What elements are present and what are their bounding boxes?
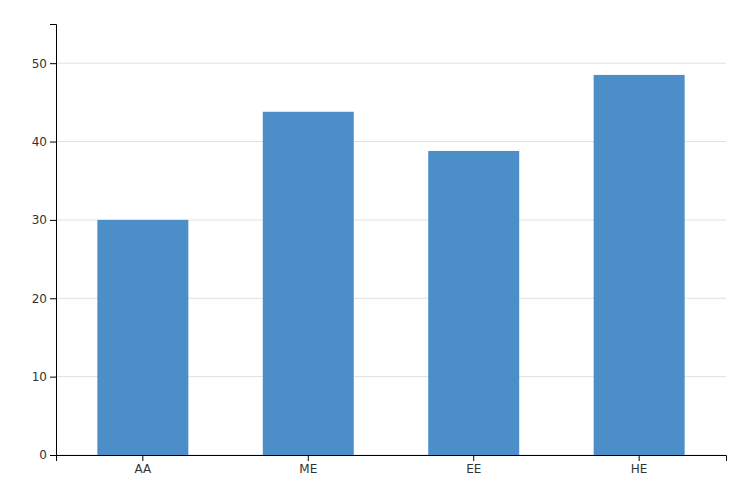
- tick: HE: [631, 455, 648, 476]
- grid-line: [56, 63, 726, 64]
- tick-mark: [142, 455, 143, 461]
- y-axis: 0 10 20 30 40 50: [32, 25, 57, 463]
- tick-mark: [308, 455, 309, 461]
- tick-mark: [50, 142, 56, 143]
- tick-label: AA: [134, 462, 152, 476]
- tick: EE: [466, 455, 481, 476]
- bar: [263, 112, 354, 455]
- tick-mark: [50, 298, 56, 299]
- tick-mark: [50, 63, 56, 64]
- tick-mark: [50, 377, 56, 378]
- tick: AA: [134, 455, 152, 476]
- tick-label: EE: [466, 462, 481, 476]
- grid: [56, 63, 726, 455]
- tick: 20: [32, 292, 56, 306]
- plot-area: 0 10 20 30 40 50 AA ME EE HE: [32, 25, 727, 476]
- tick-label: 50: [32, 57, 47, 71]
- tick-mark: [473, 455, 474, 461]
- tick-mark: [50, 220, 56, 221]
- tick: 10: [32, 370, 56, 384]
- tick: 50: [32, 57, 56, 71]
- bar: [97, 220, 188, 455]
- tick-label: 10: [32, 370, 47, 384]
- tick-mark: [639, 455, 640, 461]
- tick-label: HE: [631, 462, 648, 476]
- bar: [428, 151, 519, 455]
- axis-line: [57, 456, 727, 462]
- tick-label: 20: [32, 292, 47, 306]
- bars: [97, 75, 684, 455]
- tick-label: 30: [32, 213, 47, 227]
- tick-label: 0: [39, 448, 47, 462]
- tick: 0: [39, 448, 56, 462]
- tick-mark: [50, 455, 56, 456]
- tick-label: 40: [32, 135, 47, 149]
- tick: 40: [32, 135, 56, 149]
- tick-label: ME: [299, 462, 317, 476]
- chart: 0 10 20 30 40 50 AA ME EE HE: [0, 0, 750, 499]
- bar: [594, 75, 685, 455]
- tick: ME: [299, 455, 317, 476]
- x-axis: AA ME EE HE: [57, 455, 727, 476]
- tick: 30: [32, 213, 56, 227]
- axis-line: [50, 25, 57, 456]
